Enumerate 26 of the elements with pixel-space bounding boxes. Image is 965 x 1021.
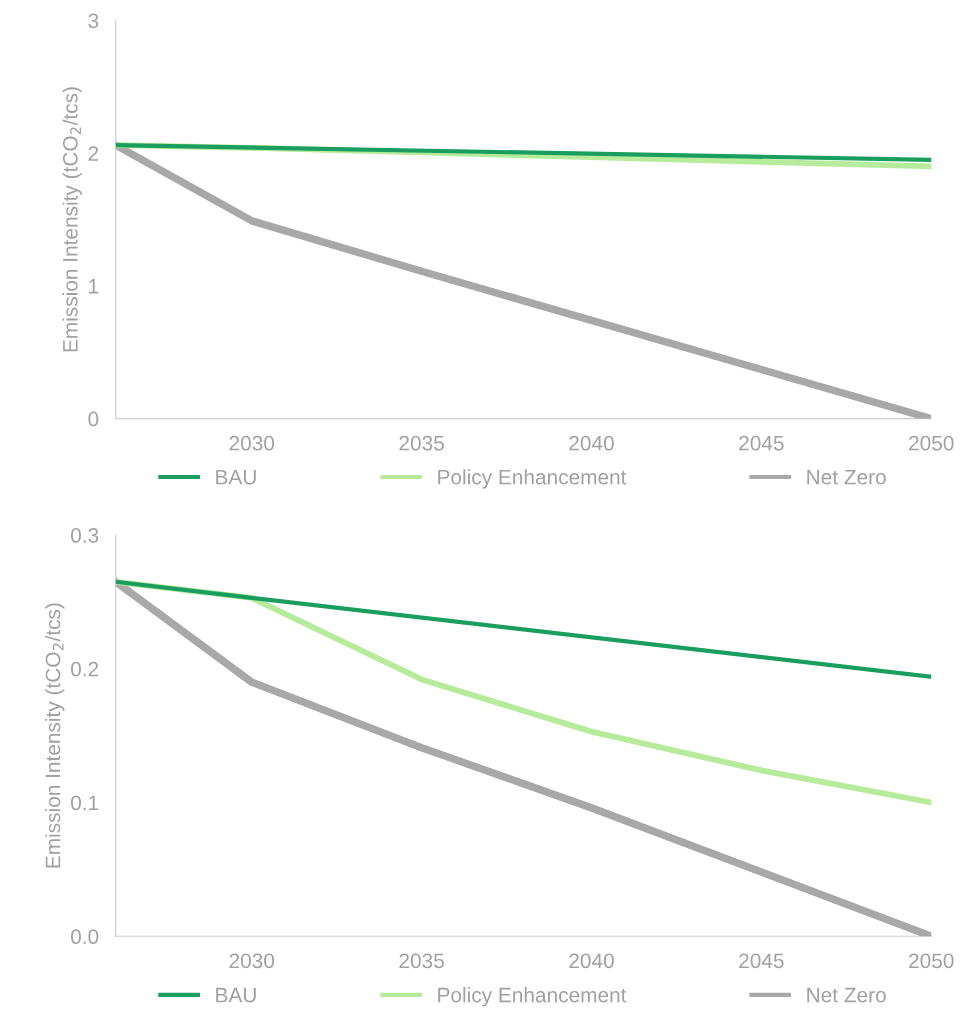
- y-tick-label: 0.3: [70, 528, 99, 543]
- y-tick-label: 0.2: [70, 661, 99, 677]
- x-tick-label: 2040: [569, 435, 614, 451]
- y-tick-label: 0: [88, 411, 99, 427]
- x-tick-label: 2045: [739, 953, 784, 969]
- x-tick-label: 2035: [399, 435, 444, 451]
- legend-label: BAU: [216, 469, 256, 485]
- y-tick-label: 0.0: [70, 929, 99, 945]
- y-tick-label: 1: [89, 279, 99, 294]
- y-tick-label: 0.1: [70, 795, 99, 811]
- y-tick-label: 3: [88, 13, 99, 29]
- x-tick-label: 2035: [399, 953, 444, 969]
- x-tick-label: 2030: [229, 435, 275, 451]
- x-tick-label: 2040: [569, 953, 614, 969]
- y-tick-label: 2: [88, 146, 99, 161]
- y-axis-title: Emission Intensity (tCO$_{2}$/tcs): [45, 603, 65, 868]
- legend-label: BAU: [216, 987, 256, 1003]
- legend-label: Policy Enhancement: [438, 469, 627, 489]
- legend-label: Net Zero: [807, 987, 886, 1003]
- x-tick-label: 2045: [739, 435, 784, 451]
- x-tick-label: 2050: [909, 953, 954, 969]
- legend-label: Net Zero: [807, 469, 886, 485]
- x-tick-label: 2030: [229, 953, 275, 969]
- x-tick-label: 2050: [909, 435, 954, 451]
- legend-label: Policy Enhancement: [438, 987, 627, 1007]
- y-axis-title: Emission Intensity (tCO$_{2}$/tcs): [62, 87, 82, 352]
